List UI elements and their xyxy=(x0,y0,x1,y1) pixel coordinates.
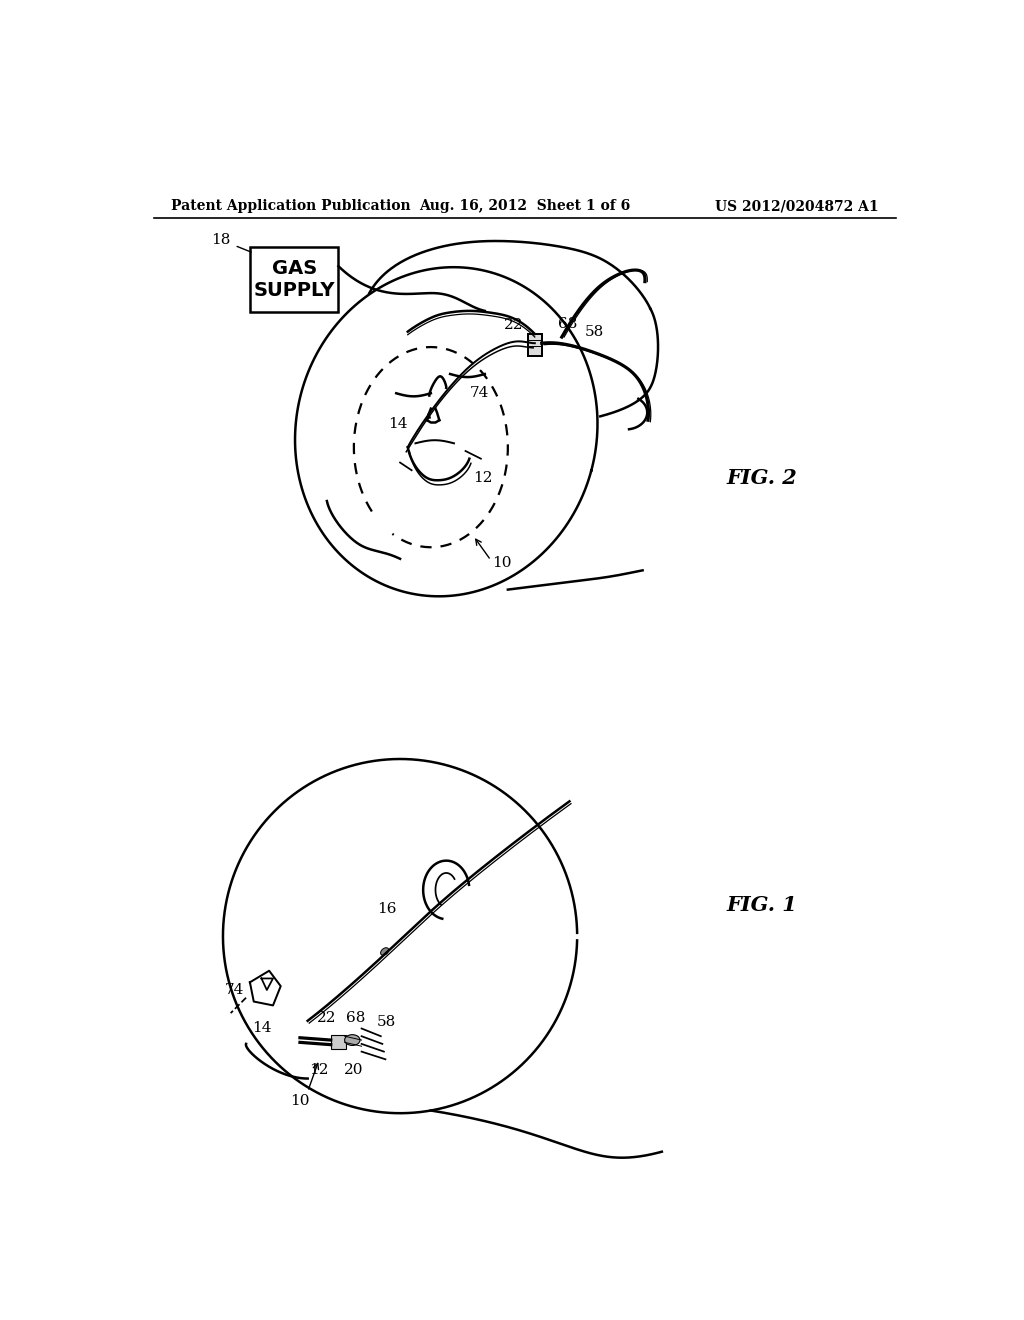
Text: FIG. 1: FIG. 1 xyxy=(727,895,798,915)
Text: Aug. 16, 2012  Sheet 1 of 6: Aug. 16, 2012 Sheet 1 of 6 xyxy=(419,199,631,213)
Text: 74: 74 xyxy=(224,983,244,997)
Text: 12: 12 xyxy=(473,471,493,484)
Bar xyxy=(331,1035,346,1048)
Text: 58: 58 xyxy=(585,325,604,339)
Ellipse shape xyxy=(381,948,389,956)
Text: 58: 58 xyxy=(377,1015,396,1028)
Text: 14: 14 xyxy=(252,1020,271,1035)
Text: 10: 10 xyxy=(290,1094,309,1107)
Bar xyxy=(528,334,542,355)
Text: 22: 22 xyxy=(317,1011,337,1024)
Text: 12: 12 xyxy=(309,1063,329,1077)
Text: 18: 18 xyxy=(211,232,230,247)
Text: 20: 20 xyxy=(344,1063,364,1077)
Text: 14: 14 xyxy=(388,417,408,432)
Text: 10: 10 xyxy=(493,556,512,570)
Text: US 2012/0204872 A1: US 2012/0204872 A1 xyxy=(716,199,879,213)
Text: Patent Application Publication: Patent Application Publication xyxy=(171,199,411,213)
Text: 68: 68 xyxy=(346,1011,366,1024)
Text: GAS
SUPPLY: GAS SUPPLY xyxy=(253,259,335,300)
Text: 16: 16 xyxy=(377,902,396,916)
Text: 74: 74 xyxy=(469,387,488,400)
Text: 22: 22 xyxy=(504,318,523,331)
Text: 68: 68 xyxy=(558,317,578,331)
Text: FIG. 2: FIG. 2 xyxy=(727,469,798,488)
Ellipse shape xyxy=(345,1035,360,1045)
Bar xyxy=(250,247,339,313)
